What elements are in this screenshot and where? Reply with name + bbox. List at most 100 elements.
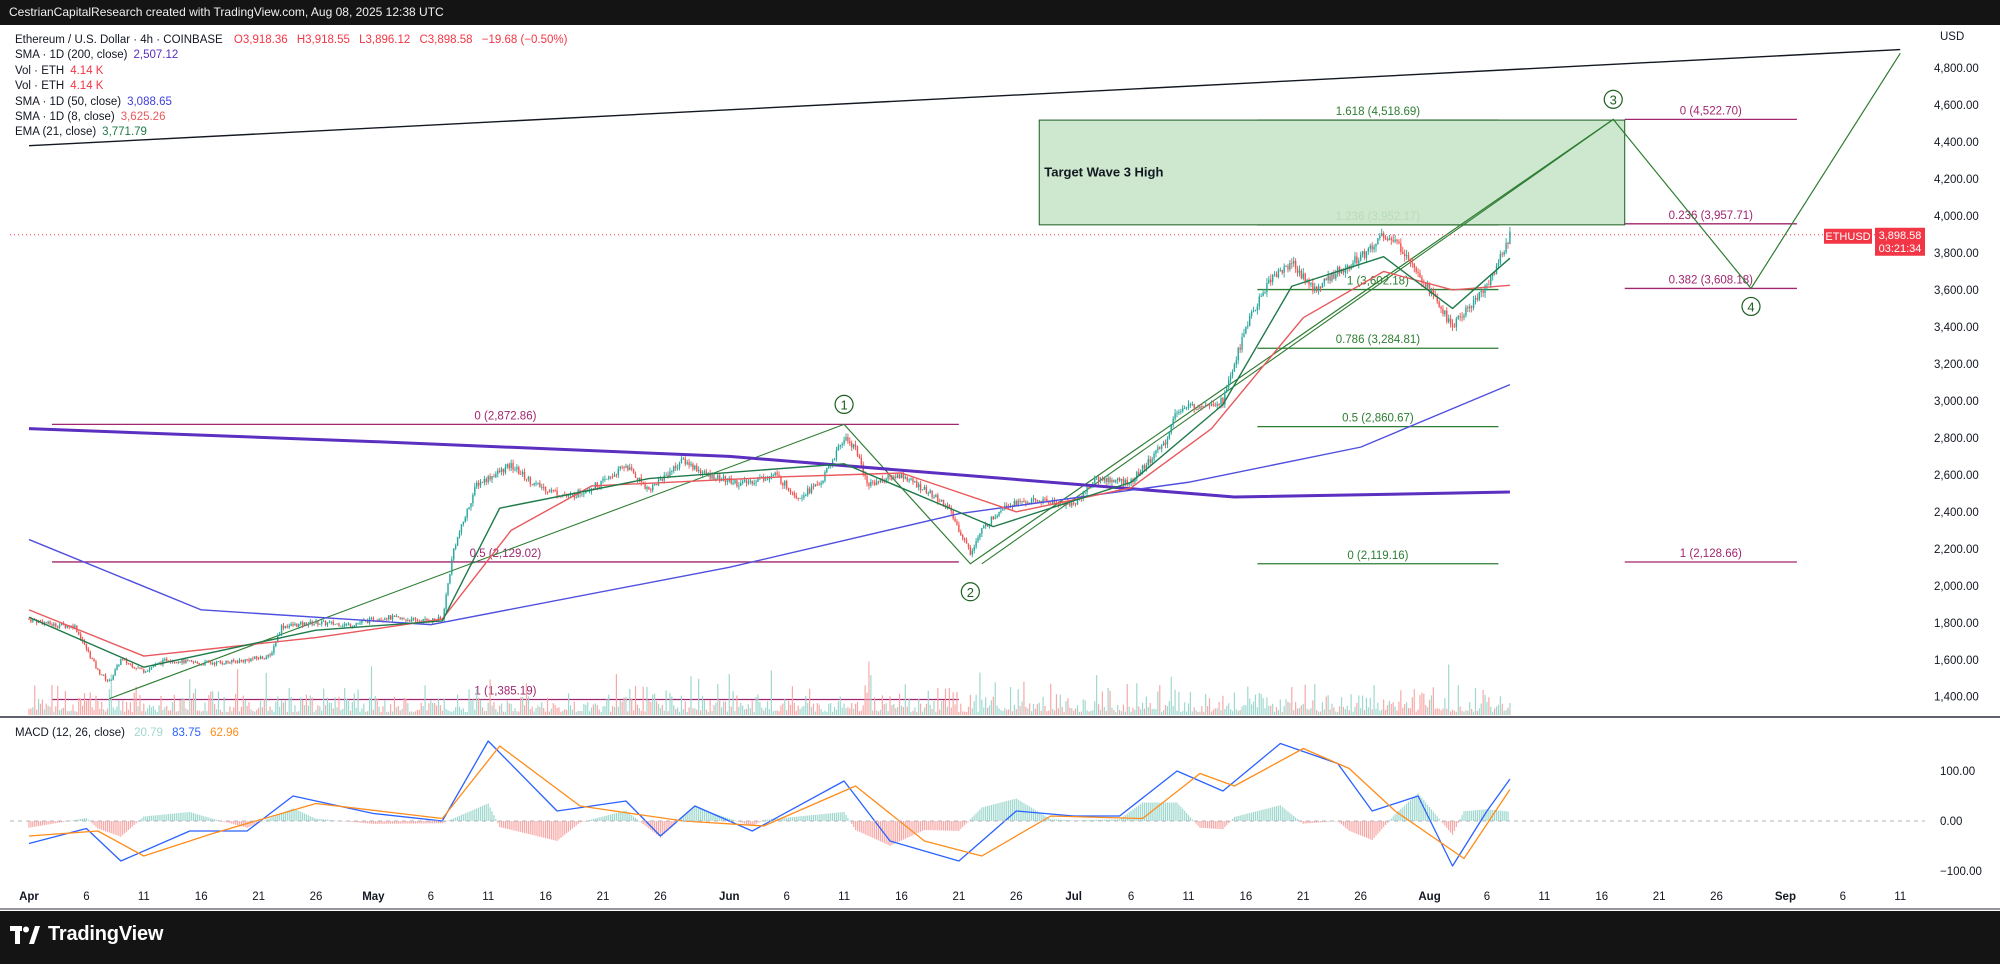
volume-bar [154,709,156,715]
macd-histogram-bar [1245,814,1247,821]
volume-bar [152,705,154,715]
tradingview-logo[interactable]: TradingView [10,923,163,946]
candle-body [764,479,767,481]
macd-histogram-bar [795,816,797,821]
macd-histogram-bar [952,821,954,831]
volume-bar [1101,691,1103,715]
volume-bar [298,711,300,715]
candle-body [1465,307,1467,316]
volume-bar [1151,709,1153,715]
volume-bar [812,703,815,715]
macd-histogram-bar [782,818,784,821]
candle-body [1415,267,1417,272]
candle-body [1453,326,1456,328]
macd-histogram-bar [523,821,526,834]
candle-body [286,626,288,628]
macd-histogram-bar [1159,802,1161,821]
volume-bar [206,711,208,715]
volume-bar [669,692,671,715]
macd-histogram-bar [1073,820,1075,821]
macd-histogram-bar [305,814,308,821]
macd-histogram-bar [510,821,512,830]
volume-bar [675,709,677,715]
macd-histogram-bar [37,821,40,827]
candle-body [55,623,57,627]
volume-bar [837,701,839,715]
macd-histogram-bar [898,821,901,842]
macd-histogram-bar [1222,821,1224,830]
volume-bar [514,708,516,715]
macd-histogram-bar [1145,802,1147,821]
volume-bar [1113,710,1115,715]
candle-body [1128,483,1130,485]
candle-body [1293,261,1295,264]
candle-body [118,664,120,666]
candle-body [753,482,755,484]
macd-histogram-bar [160,814,162,821]
candle-body [414,618,417,620]
volume-bar [749,708,751,715]
candle-body [114,669,116,676]
macd-histogram-bar [76,819,78,821]
volume-bar [596,705,598,715]
candle-body [227,661,229,663]
volume-bar [453,710,455,715]
candle-body [1076,498,1079,505]
macd-histogram-bar [208,817,210,821]
macd-histogram-bar [583,821,585,822]
macd-histogram-bar [284,811,286,821]
volume-bar [370,666,373,715]
candle-body [675,466,677,469]
y-tick-label: 2,000.00 [1934,581,1979,593]
candle-body [1384,237,1387,239]
macd-histogram-bar [696,807,698,821]
macd-histogram-bar [558,821,560,840]
candle-body [340,625,342,627]
candle-body [554,490,556,491]
volume-bar [1111,707,1113,715]
volume-bar [1008,709,1010,715]
macd-histogram-bar [858,821,860,832]
macd-histogram-bar [1507,811,1509,821]
volume-bar [562,710,564,715]
candle-body [472,494,474,504]
macd-histogram-bar [1285,809,1287,821]
candle-body [324,620,327,625]
volume-bar [87,700,89,715]
volume-bar [684,701,686,715]
volume-bar [638,707,640,715]
volume-bar [1136,683,1138,715]
volume-bar [53,711,55,715]
volume-bar [883,704,885,715]
candle-body [1344,269,1347,273]
volume-bar [156,711,158,715]
candle-body [378,619,380,622]
macd-histogram-bar [313,817,315,821]
candle-body [1294,261,1297,269]
macd-histogram-bar [1365,821,1368,838]
macd-histogram-bar [1476,810,1478,821]
ohlc-close: C3,898.58 [419,34,473,46]
volume-bar [435,705,438,715]
macd-histogram-bar [235,821,237,825]
candle-body [1262,292,1264,297]
candle-body [533,483,535,485]
volume-bar [587,702,589,715]
macd-histogram-bar [533,821,535,836]
volume-bar [948,687,950,715]
volume-bar [1201,706,1203,715]
macd-histogram-bar [1497,810,1500,821]
volume-bar [472,699,474,715]
volume-bar [1488,697,1490,715]
macd-histogram-bar [479,806,482,821]
macd-histogram-bar [437,821,440,824]
macd-histogram-bar [833,812,836,821]
candle-body [485,478,487,482]
candle-body [1187,404,1190,408]
macd-histogram-bar [309,816,311,821]
macd-histogram-bar [97,821,99,829]
candle-body [466,509,468,518]
candle-body [1147,459,1149,466]
candle-body [929,490,931,494]
macd-histogram-bar [112,821,114,834]
